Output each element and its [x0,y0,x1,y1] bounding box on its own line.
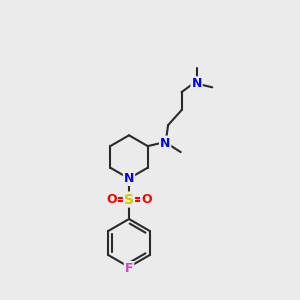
Text: F: F [125,262,133,275]
Text: O: O [141,193,152,206]
Text: O: O [106,193,117,206]
Text: N: N [191,77,202,90]
Text: S: S [124,193,134,206]
Text: N: N [160,136,170,150]
Text: N: N [124,172,134,185]
